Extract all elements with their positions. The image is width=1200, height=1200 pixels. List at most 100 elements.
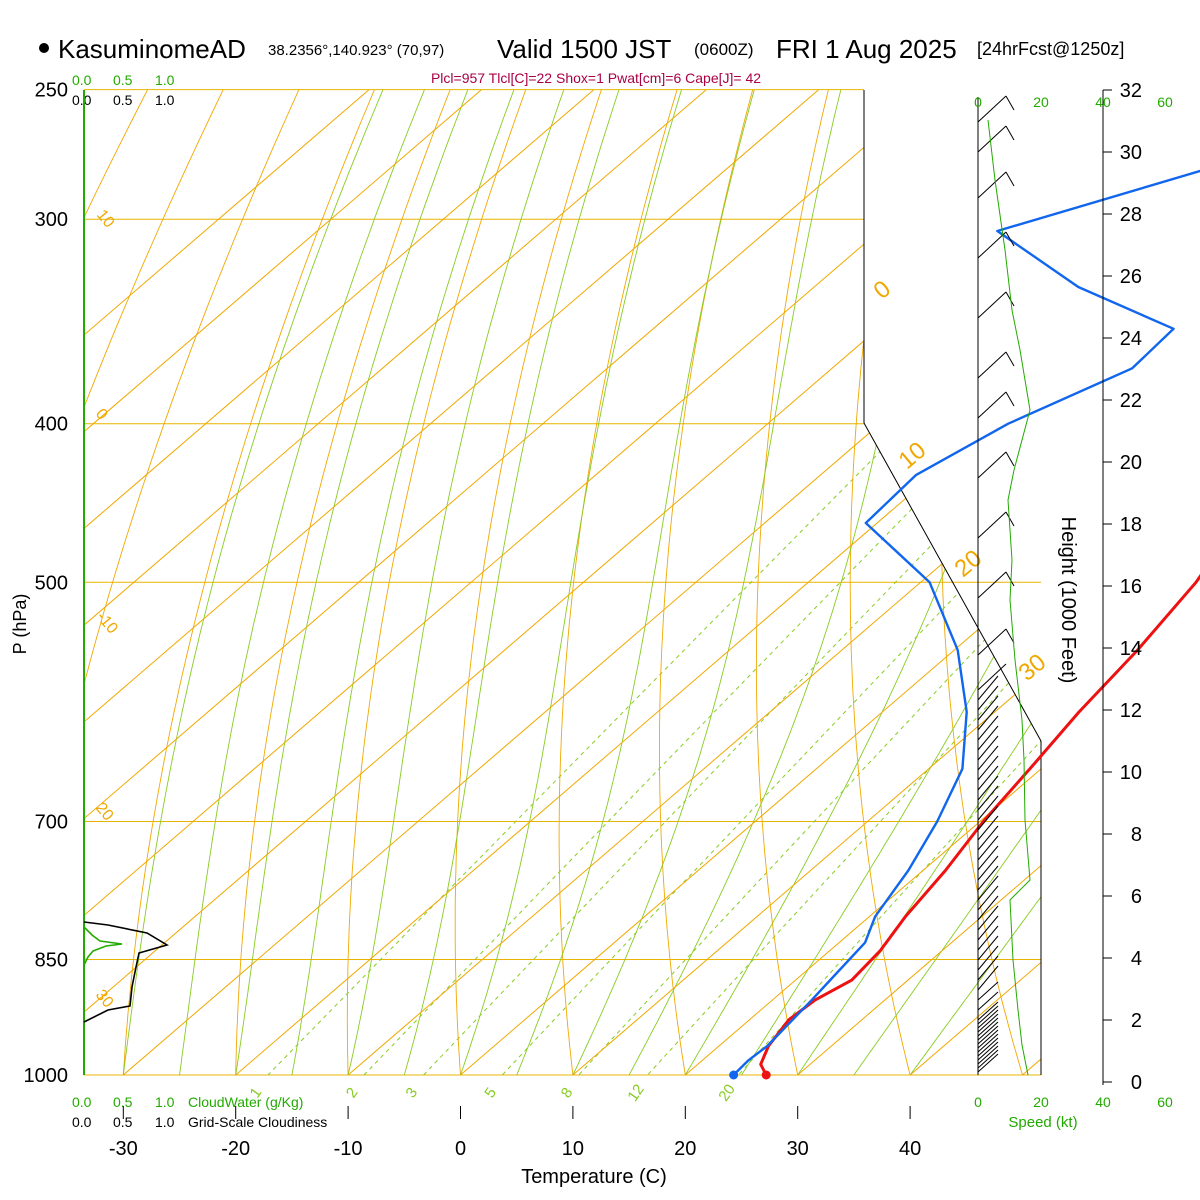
wind-barb-flag <box>1005 571 1015 587</box>
speed-tick-label: 0 <box>974 1094 982 1110</box>
isotherm-line <box>684 90 1041 1075</box>
wind-barb <box>977 171 1007 199</box>
wind-barb <box>977 865 999 891</box>
cloudwater-tick: 0.0 <box>72 72 92 88</box>
mixing-ratio-label: 12 <box>624 1081 647 1104</box>
y-tick-label: 400 <box>35 414 68 436</box>
wind-barb <box>977 663 1007 691</box>
speed-tick-label: 0 <box>974 94 982 110</box>
cloudwater-tick: 1.0 <box>155 72 175 88</box>
cloudwater-tick: 0.0 <box>72 1094 92 1110</box>
dry-adiabat-line <box>234 90 463 1075</box>
wind-barb <box>977 845 999 871</box>
wind-barb <box>977 628 1007 656</box>
mixing-ratio-label: 8 <box>558 1085 577 1102</box>
y-tick-label: 700 <box>35 811 68 833</box>
dry-adiabat-line <box>755 90 836 1075</box>
mixing-ratio-label: 20 <box>715 1081 738 1104</box>
height-tick-label: 32 <box>1120 80 1142 102</box>
isotherm-line <box>235 90 1041 1075</box>
wind-barb <box>977 915 999 941</box>
height-tick-label: 30 <box>1120 142 1142 164</box>
wind-barb <box>977 795 999 821</box>
x-axis-ticks: -30 -20 -10 0 10 20 30 40 <box>109 1106 921 1160</box>
wind-barb-flag <box>1005 171 1015 187</box>
dry-adiabat-line <box>454 90 612 1075</box>
height-tick-label: 20 <box>1120 452 1142 474</box>
wind-barb <box>977 1009 999 1029</box>
wind-barb <box>977 775 999 801</box>
speed-axis-bottom: 0 20 40 60 <box>974 1094 1173 1110</box>
isotherm-line <box>572 90 1041 1075</box>
wind-barb <box>977 1025 999 1045</box>
height-tick-label: 10 <box>1120 762 1142 784</box>
wind-barb <box>977 895 999 921</box>
dry-adiabat-line <box>940 90 1034 1075</box>
x-tick-label: 20 <box>674 1138 696 1160</box>
wind-barb <box>977 1001 999 1021</box>
mixing-ratio-line <box>546 423 1041 1075</box>
forecast-info: [24hrFcst@1250z] <box>977 39 1124 59</box>
wind-barbs <box>977 95 1015 1073</box>
wind-barb <box>977 125 1007 153</box>
cloudiness-tick: 1.0 <box>155 1114 175 1130</box>
wind-barb <box>977 991 999 1011</box>
dry-adiabat-lines <box>84 90 1041 1075</box>
wind-barb <box>977 1037 999 1057</box>
mixing-ratio-label: 3 <box>402 1085 421 1102</box>
speed-axis-label: Speed (kt) <box>1008 1114 1077 1131</box>
x-tick-label: -30 <box>109 1138 138 1160</box>
wind-barb <box>977 1013 999 1033</box>
isotherm-line <box>797 90 1041 1075</box>
wind-barb <box>977 1017 999 1037</box>
wind-barb <box>977 291 1007 319</box>
height-tick-label: 18 <box>1120 514 1142 536</box>
x-tick-label: 40 <box>899 1138 921 1160</box>
isotherm-line <box>1022 90 1041 1075</box>
cloudiness-tick: 1.0 <box>155 92 175 108</box>
wind-barb <box>977 715 999 741</box>
x-axis-label: Temperature (C) <box>521 1166 667 1188</box>
wind-barb <box>977 925 999 951</box>
wind-barb <box>977 511 1007 539</box>
mixing-ratio-line <box>330 423 996 1075</box>
moist-adiabat-line <box>628 90 953 1075</box>
speed-tick-label: 60 <box>1157 1094 1173 1110</box>
height-tick-label: 26 <box>1120 266 1142 288</box>
cloudwater-tick: 0.5 <box>113 1094 133 1110</box>
moist-adiabat-line <box>797 90 1041 1075</box>
x-tick-label: 10 <box>562 1138 584 1160</box>
cloudiness-label: Grid-Scale Cloudiness <box>188 1114 327 1130</box>
wind-barb <box>977 391 1007 419</box>
cloudwater-scale-bottom: 0.0 0.5 1.0 CloudWater (g/Kg) <box>72 1094 303 1110</box>
height-tick-label: 24 <box>1120 328 1142 350</box>
dewpoint-trace <box>732 169 1200 1076</box>
wind-barb <box>977 571 1007 599</box>
y-tick-label: 1000 <box>24 1065 69 1087</box>
dry-adiabat-line <box>659 90 762 1075</box>
wind-barb <box>977 835 999 861</box>
isotherm-label: -10 <box>93 609 121 638</box>
sounding-series <box>729 169 1200 1080</box>
temperature-surface-point <box>761 1070 771 1080</box>
mixing-ratio-lines <box>233 423 1041 1075</box>
speed-tick-label: 40 <box>1095 1094 1111 1110</box>
wind-barb <box>977 755 999 781</box>
dry-adiabat-line <box>849 90 920 1075</box>
station-dot-icon <box>39 43 49 53</box>
moist-adiabat-line <box>122 90 396 1075</box>
dewpoint-surface-point <box>729 1070 739 1080</box>
height-tick-label: 6 <box>1131 886 1142 908</box>
wind-barb <box>977 1033 999 1053</box>
wind-barb <box>977 351 1007 379</box>
speed-tick-label: 20 <box>1033 1094 1049 1110</box>
isotherm-line <box>347 90 1041 1075</box>
wind-barb <box>977 1021 999 1041</box>
isotherm-line <box>84 90 932 1075</box>
x-tick-label: 30 <box>787 1138 809 1160</box>
valid-time: Valid 1500 JST <box>497 34 672 64</box>
wind-barb <box>977 675 999 701</box>
wind-barb <box>977 1041 999 1061</box>
moist-adiabat-line <box>460 90 692 1075</box>
